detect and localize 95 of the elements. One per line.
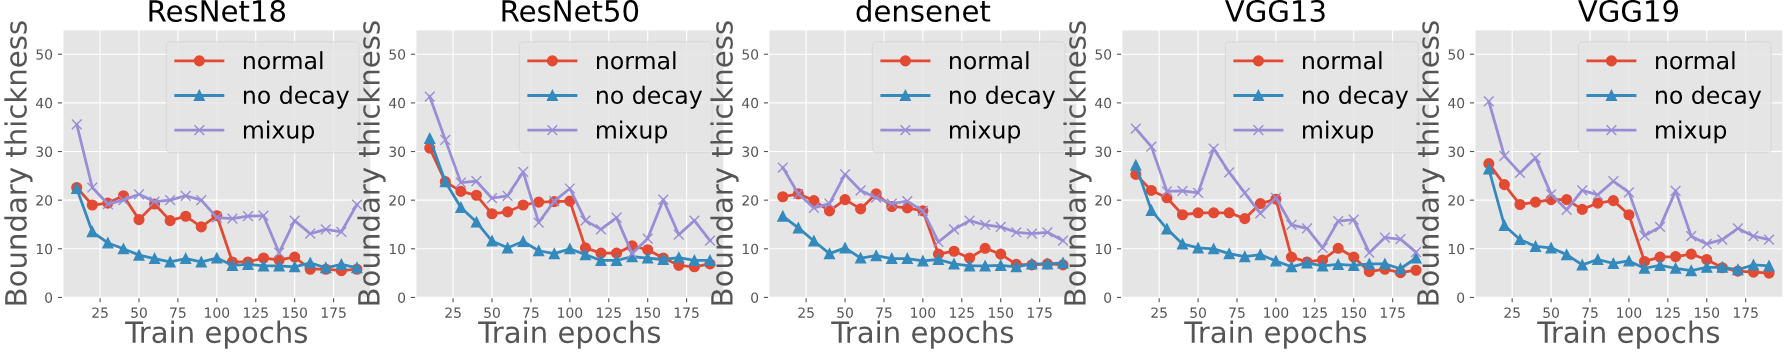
y-tick-label: 30 xyxy=(742,146,759,157)
x-tick-label: 75 xyxy=(1582,307,1598,318)
chart-title: densenet xyxy=(856,0,991,22)
chart-title: ResNet18 xyxy=(149,0,286,22)
y-tick-label: 20 xyxy=(1095,195,1112,206)
x-tick-label: 150 xyxy=(988,307,1014,318)
x-tick-label: 50 xyxy=(1190,307,1206,318)
legend-label: mixup xyxy=(1656,120,1727,144)
y-tick-label: 50 xyxy=(1448,49,1465,60)
legend-label: normal xyxy=(243,51,323,70)
x-axis-title: Train epochs xyxy=(1184,320,1367,349)
y-tick-label: 0 xyxy=(1457,292,1465,303)
y-tick-label: 40 xyxy=(389,97,406,109)
y-tick-label: 10 xyxy=(1448,243,1465,255)
x-tick-label: 75 xyxy=(523,307,539,318)
x-tick-label: 50 xyxy=(131,307,147,318)
x-tick-label: 25 xyxy=(798,307,814,318)
x-tick-label: 50 xyxy=(1543,307,1560,318)
x-tick-label: 125 xyxy=(950,307,974,318)
x-tick-label: 175 xyxy=(1380,307,1405,318)
x-tick-label: 50 xyxy=(484,307,500,318)
legend-label: no decay xyxy=(243,85,349,109)
y-axis-title: Boundary thickness xyxy=(710,21,739,305)
x-tick-label: 25 xyxy=(92,307,108,318)
x-tick-label: 75 xyxy=(1229,307,1245,318)
y-tick-label: 0 xyxy=(398,292,406,303)
x-axis-title: Train epochs xyxy=(831,320,1014,349)
x-axis-title: Train epochs xyxy=(478,320,661,349)
legend-label: normal xyxy=(1303,51,1382,70)
legend-label: no decay xyxy=(597,85,703,109)
x-tick-label: 25 xyxy=(1151,307,1167,318)
y-tick-label: 20 xyxy=(1448,195,1465,206)
x-tick-label: 150 xyxy=(635,307,661,318)
x-tick-label: 175 xyxy=(674,307,699,318)
legend-label: no decay xyxy=(1656,85,1762,109)
y-tick-label: 30 xyxy=(1448,146,1465,157)
x-tick-label: 125 xyxy=(1656,307,1680,318)
y-tick-label: 20 xyxy=(742,195,759,206)
legend-label: mixup xyxy=(243,120,315,144)
y-tick-label: 10 xyxy=(389,243,406,255)
x-tick-label: 125 xyxy=(597,307,621,318)
y-tick-label: 50 xyxy=(36,49,53,60)
chart-title: VGG13 xyxy=(1225,0,1325,22)
y-tick-label: 40 xyxy=(36,97,53,109)
x-tick-label: 100 xyxy=(1617,307,1642,318)
y-tick-label: 40 xyxy=(742,97,759,109)
y-axis-title: Boundary thickness xyxy=(4,21,33,305)
x-tick-label: 50 xyxy=(837,307,853,318)
legend-label: mixup xyxy=(1303,120,1374,144)
x-tick-label: 25 xyxy=(1504,307,1520,318)
y-tick-label: 10 xyxy=(1095,243,1112,255)
x-tick-label: 100 xyxy=(205,307,230,318)
y-tick-label: 50 xyxy=(1095,49,1112,60)
x-tick-label: 175 xyxy=(321,307,346,318)
y-tick-label: 0 xyxy=(45,292,53,303)
x-tick-label: 175 xyxy=(1733,307,1758,318)
x-tick-label: 100 xyxy=(911,307,936,318)
y-tick-label: 0 xyxy=(751,292,759,303)
y-axis-title: Boundary thickness xyxy=(357,21,386,305)
x-axis-title: Train epochs xyxy=(1537,320,1720,349)
y-tick-label: 10 xyxy=(742,243,759,255)
y-axis-title: Boundary thickness xyxy=(1063,21,1092,305)
y-axis-title: Boundary thickness xyxy=(1416,21,1445,305)
x-tick-label: 125 xyxy=(244,307,268,318)
y-tick-label: 30 xyxy=(1095,146,1112,157)
legend-label: normal xyxy=(597,51,676,70)
legend-label: mixup xyxy=(597,120,668,144)
x-tick-label: 75 xyxy=(876,307,892,318)
x-tick-label: 75 xyxy=(170,307,186,318)
legend-label: no decay xyxy=(950,85,1056,109)
y-tick-label: 40 xyxy=(1448,97,1465,109)
x-axis-title: Train epochs xyxy=(125,320,308,349)
y-tick-label: 50 xyxy=(742,49,759,60)
legend-label: normal xyxy=(1656,51,1735,70)
x-tick-label: 100 xyxy=(1264,307,1289,318)
y-tick-label: 10 xyxy=(36,243,53,255)
chart-title: VGG19 xyxy=(1578,0,1679,22)
y-tick-label: 30 xyxy=(389,146,406,157)
x-tick-label: 100 xyxy=(558,307,583,318)
legend-label: mixup xyxy=(950,120,1021,144)
y-tick-label: 0 xyxy=(1104,292,1112,303)
x-tick-label: 150 xyxy=(1695,307,1720,318)
chart-title: ResNet50 xyxy=(502,0,639,22)
x-tick-label: 25 xyxy=(445,307,461,318)
y-tick-label: 20 xyxy=(389,195,406,206)
x-tick-label: 150 xyxy=(1342,307,1367,318)
y-tick-label: 30 xyxy=(36,146,53,157)
y-tick-label: 50 xyxy=(389,49,406,60)
legend-label: normal xyxy=(950,51,1029,70)
x-tick-label: 175 xyxy=(1027,307,1052,318)
y-tick-label: 20 xyxy=(36,195,53,206)
x-tick-label: 150 xyxy=(282,307,307,318)
x-tick-label: 125 xyxy=(1303,307,1327,318)
legend-label: no decay xyxy=(1303,85,1409,109)
y-tick-label: 40 xyxy=(1095,97,1112,109)
